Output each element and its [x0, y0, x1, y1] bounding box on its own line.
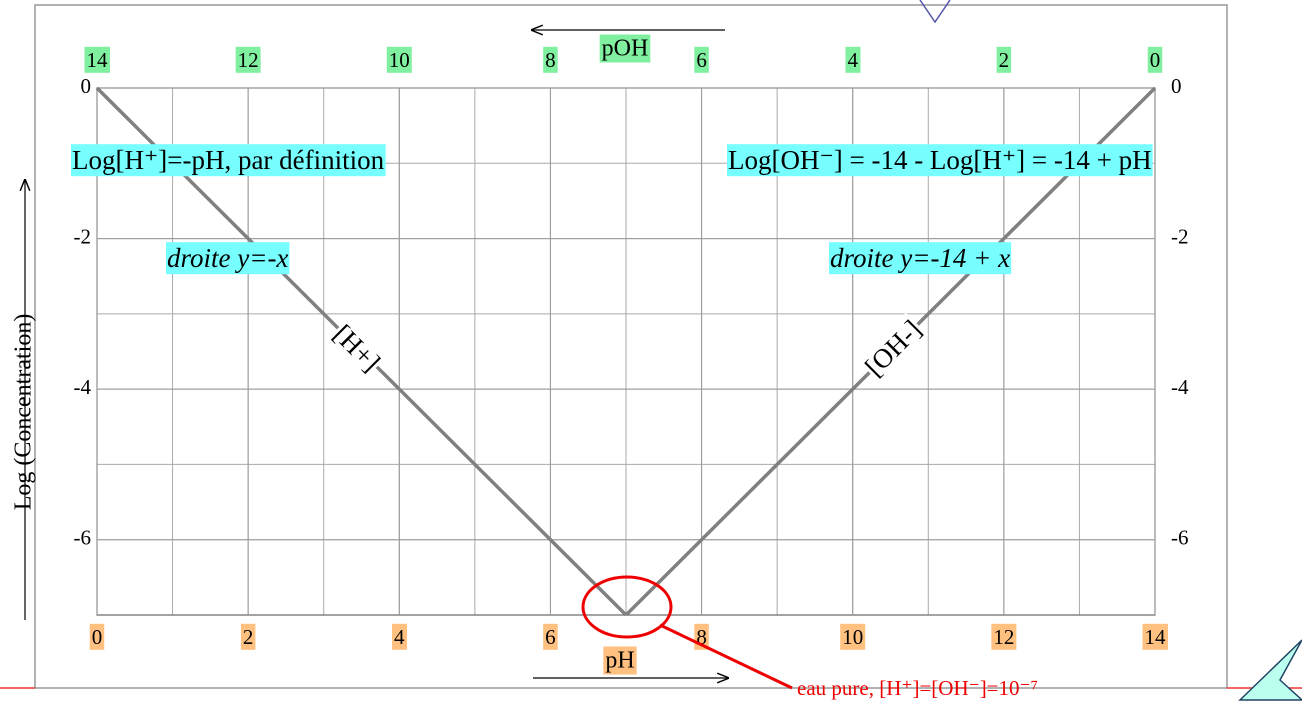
x2-tick-label-group: 2 [996, 46, 1012, 73]
y-axis-label: Log (Concentration) [11, 314, 37, 511]
x2-tick-label: 14 [87, 48, 109, 72]
x2-tick-label-group: 8 [543, 46, 558, 73]
annotation-group: droite y=-14 + x [829, 242, 1012, 275]
annotation-group: Log[H⁺]=-pH, par définition [71, 144, 386, 177]
x2-tick-label: 6 [696, 48, 707, 72]
x-tick-label-group: 14 [1142, 623, 1168, 650]
annotation-group: Log[OH⁻] = -14 - Log[H⁺] = -14 + pH [727, 144, 1153, 177]
x-tick-label: 8 [696, 625, 707, 649]
annotation-bg [727, 144, 1153, 177]
x-tick-label-bg [89, 623, 105, 650]
x2-tick-label-bg [1147, 46, 1163, 73]
x2-tick-label-bg [235, 46, 261, 73]
x2-axis-label-bg [599, 34, 651, 63]
decoration [1238, 639, 1302, 701]
x-tick-label: 2 [243, 625, 254, 649]
x-tick-label-bg [240, 623, 256, 650]
y-tick-label-right: -6 [1171, 526, 1189, 550]
y-tick-label: -6 [74, 526, 92, 550]
y-tick-label-right: 0 [1171, 74, 1182, 98]
x2-tick-label-group: 14 [84, 46, 110, 73]
callout-text: eau pure, [H⁺]=[OH⁻]=10⁻⁷ [797, 676, 1038, 700]
frame [34, 4, 1228, 689]
series-label-bg [857, 312, 929, 384]
x-tick-label: 4 [394, 625, 405, 649]
highlight-circle [581, 575, 673, 639]
x2-tick-label: 10 [389, 48, 410, 72]
x2-tick-label-bg [386, 46, 412, 73]
annotation-bg [166, 242, 290, 275]
x-tick-label: 12 [993, 625, 1014, 649]
x-tick-label-bg [991, 623, 1017, 650]
annotation-bg [71, 144, 386, 177]
x2-tick-label-group: 10 [386, 46, 412, 73]
annotation: droite y=-x [167, 243, 288, 273]
x-tick-label-group: 0 [89, 623, 105, 650]
x-tick-label-group: 10 [840, 623, 866, 650]
x2-tick-label-bg [543, 46, 558, 73]
x-tick-label: 10 [842, 625, 863, 649]
x-tick-label-group: 4 [392, 623, 408, 650]
x-tick-label-bg [1142, 623, 1168, 650]
x2-tick-label-bg [84, 46, 110, 73]
annotation: Log[OH⁻] = -14 - Log[H⁺] = -14 + pH [728, 145, 1152, 175]
y-tick-label-right: -2 [1171, 224, 1189, 248]
x-tick-label-group: 2 [240, 623, 256, 650]
x2-tick-label: 12 [238, 48, 259, 72]
annotation-bg [829, 242, 1012, 275]
x2-tick-label: 4 [847, 48, 858, 72]
x-tick-label-group: 12 [991, 623, 1017, 650]
callout-line [659, 623, 793, 690]
x2-axis-label: pOH [602, 36, 649, 62]
x-tick-label: 0 [92, 625, 103, 649]
x2-tick-label-bg [996, 46, 1012, 73]
x2-tick-label-group: 4 [845, 46, 861, 73]
annotation-group: droite y=-x [166, 242, 290, 275]
x-tick-label: 6 [545, 625, 556, 649]
x-axis-label: pH [605, 648, 634, 674]
x2-tick-label: 2 [999, 48, 1010, 72]
x-axis-label-group: pH [603, 646, 637, 675]
x2-tick-label: 0 [1150, 48, 1161, 72]
x-axis-label-bg [603, 646, 637, 675]
y-tick-label: -4 [74, 375, 92, 399]
x2-tick-label-group: 12 [235, 46, 261, 73]
annotation: droite y=-14 + x [830, 243, 1010, 273]
x2-tick-label-group: 6 [694, 46, 709, 73]
y-tick-label-right: -4 [1171, 375, 1189, 399]
x-tick-label-bg [840, 623, 866, 650]
y-tick-label: 0 [81, 74, 92, 98]
annotation: Log[H⁺]=-pH, par définition [72, 145, 385, 175]
x2-tick-label: 8 [545, 48, 556, 72]
x2-tick-label-group: 0 [1147, 46, 1163, 73]
y-tick-label: -2 [74, 224, 92, 248]
x2-tick-label-bg [694, 46, 709, 73]
decoration [919, 0, 951, 24]
x-tick-label: 14 [1145, 625, 1167, 649]
x2-tick-label-bg [845, 46, 861, 73]
x-tick-label-bg [392, 623, 408, 650]
x-tick-label-group: 6 [543, 623, 558, 650]
series-label-bg [326, 317, 388, 379]
x2-axis-label-group: pOH [599, 34, 651, 63]
x-tick-label-bg [543, 623, 558, 650]
